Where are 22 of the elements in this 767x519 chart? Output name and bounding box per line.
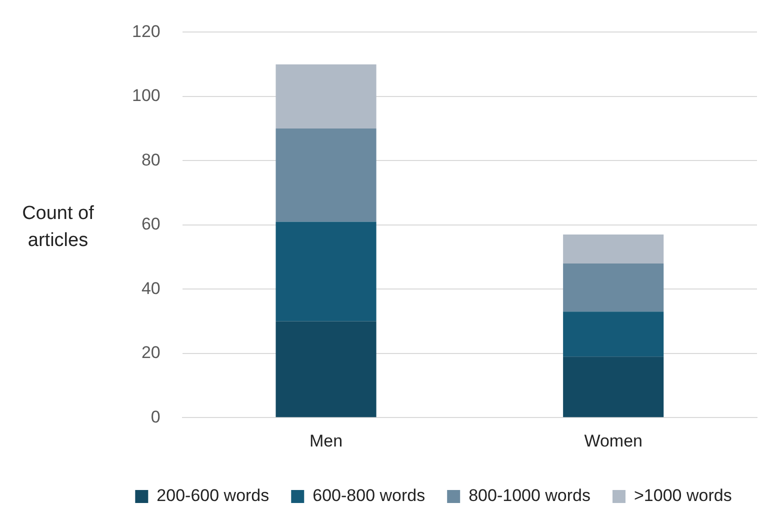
y-tick-label: 80: [141, 150, 160, 170]
bar: [276, 64, 376, 129]
bar: [563, 263, 664, 312]
legend-label: >1000 words: [634, 486, 732, 506]
y-tick-label: 120: [132, 22, 160, 41]
bar: [276, 128, 376, 222]
x-tick-label: Men: [309, 431, 343, 450]
bar: [563, 312, 664, 357]
bar: [276, 222, 376, 322]
bar: [563, 234, 664, 264]
y-axis-title: Count of articles: [21, 202, 95, 253]
bar: [563, 356, 664, 418]
y-tick-label: 100: [132, 86, 160, 106]
bar: [276, 321, 376, 418]
legend-label: 800-1000 words: [468, 486, 591, 506]
y-tick-label: 40: [141, 278, 160, 298]
x-tick-label: Women: [584, 431, 642, 450]
y-tick-label: 60: [141, 214, 160, 234]
y-tick-label: 20: [141, 343, 160, 362]
legend-label: 200-600 words: [156, 486, 270, 506]
y-tick-label: 0: [150, 407, 160, 426]
legend-label: 600-800 words: [312, 486, 426, 506]
